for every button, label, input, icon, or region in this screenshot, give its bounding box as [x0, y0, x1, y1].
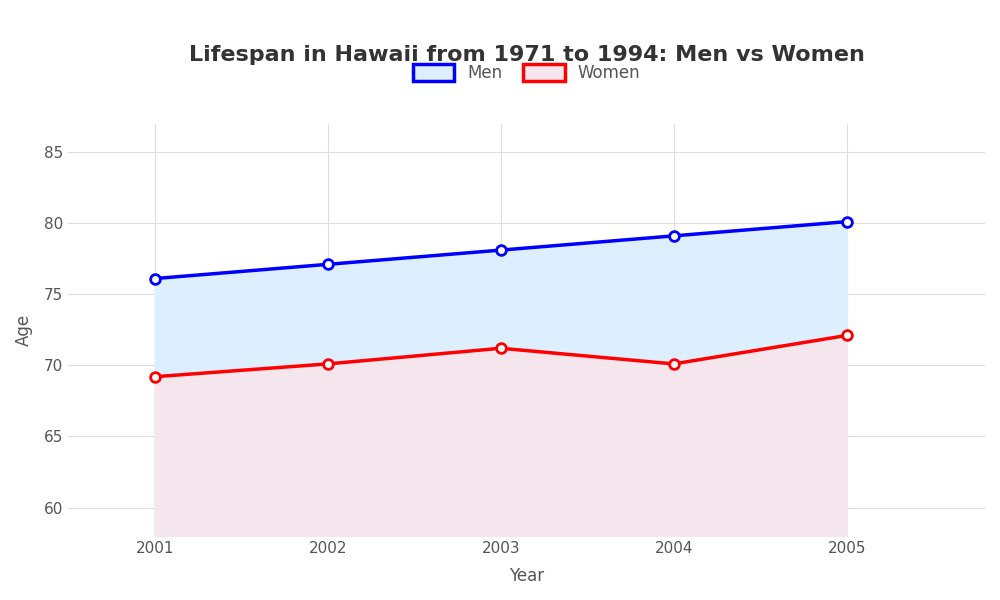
Title: Lifespan in Hawaii from 1971 to 1994: Men vs Women: Lifespan in Hawaii from 1971 to 1994: Me… — [189, 45, 865, 65]
X-axis label: Year: Year — [509, 567, 544, 585]
Y-axis label: Age: Age — [15, 314, 33, 346]
Legend: Men, Women: Men, Women — [406, 58, 647, 89]
